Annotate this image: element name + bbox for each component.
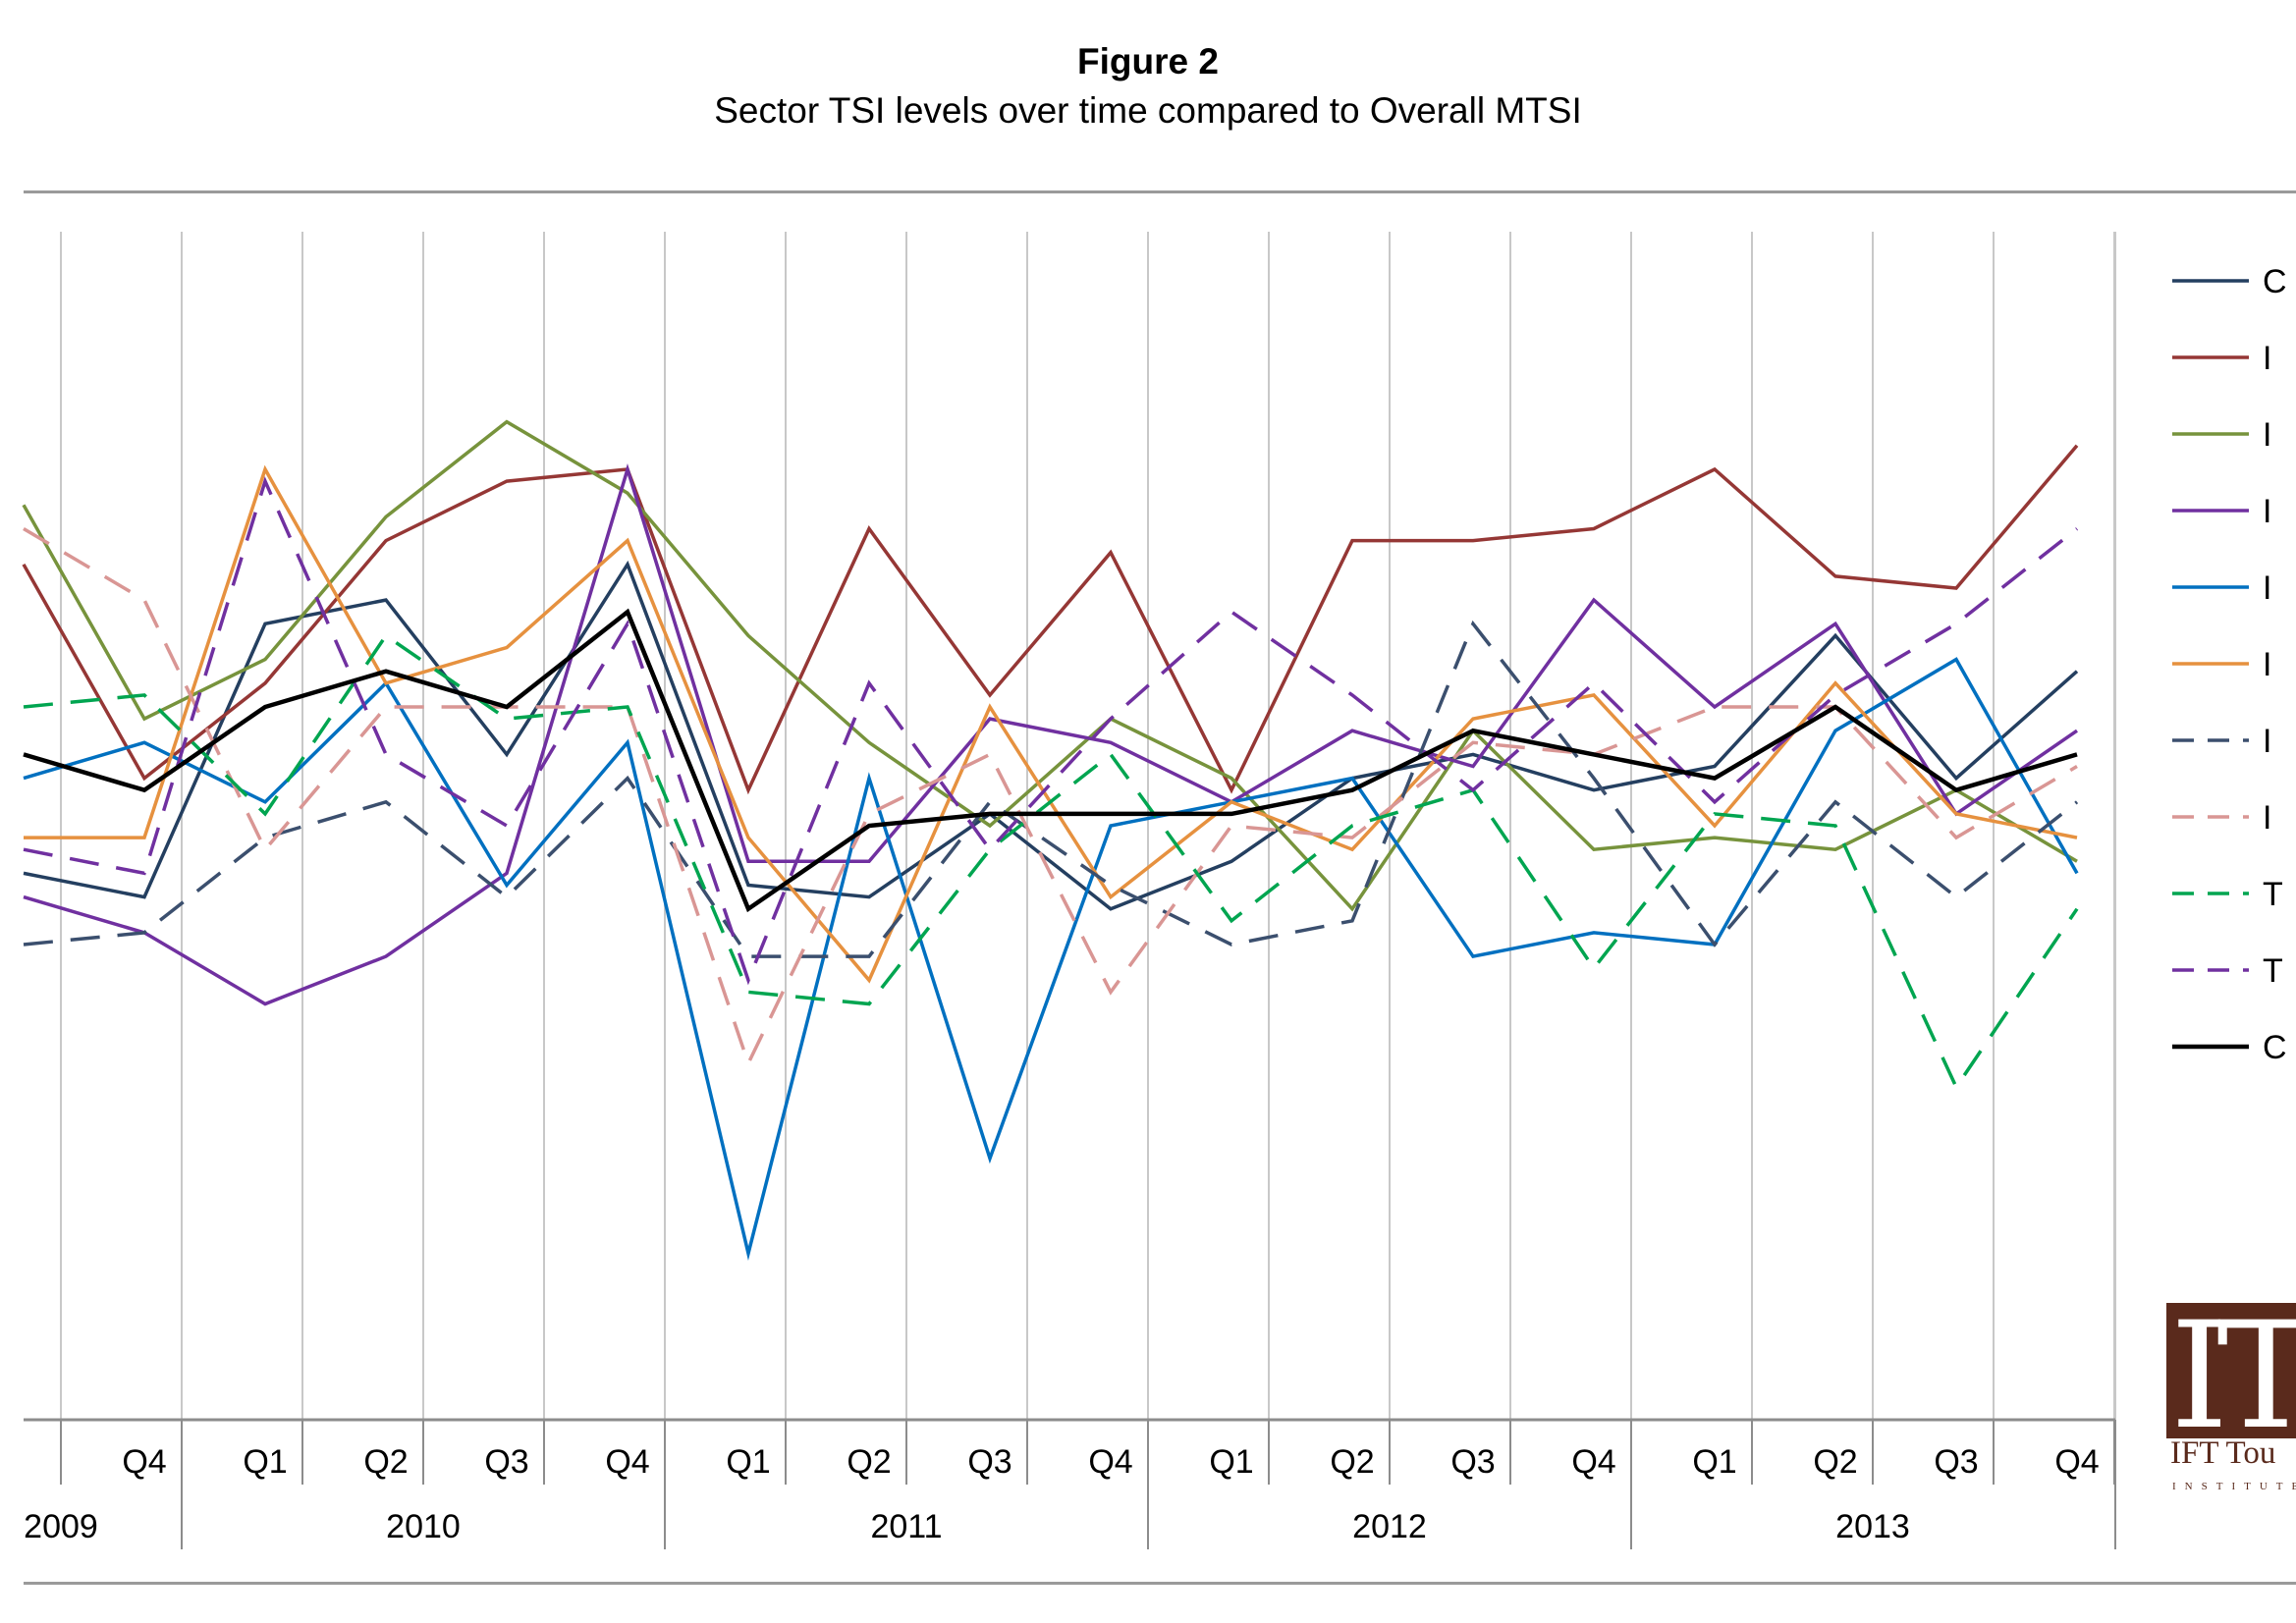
figure-title: Figure 2 (1077, 41, 1219, 81)
quarter-tick-label: Q1 (1209, 1443, 1253, 1481)
legend-label: I (2263, 723, 2271, 760)
figure-subtitle: Sector TSI levels over time compared to … (714, 90, 1582, 131)
quarter-tick-label: Q2 (363, 1443, 408, 1481)
series-line-9 (23, 632, 2079, 1091)
year-tick-label: 2011 (870, 1508, 942, 1545)
legend-label: C (2263, 263, 2287, 300)
quarter-tick-label: Q1 (243, 1443, 287, 1481)
quarter-tick-label: Q3 (967, 1443, 1011, 1481)
series-line-1 (23, 560, 2079, 911)
logo-tagline: INSTITUTE (2172, 1481, 2296, 1492)
year-tick-label: 2009 (24, 1508, 98, 1545)
series-line-10 (23, 476, 2079, 986)
series-line-3 (22, 419, 2078, 912)
quarter-tick-label: Q4 (1571, 1443, 1615, 1481)
legend-label: I (2263, 416, 2271, 454)
legend: C I I I I I I I T T C (2172, 263, 2287, 1066)
legend-label: C (2263, 1029, 2287, 1066)
quarter-tick-label: Q4 (2054, 1443, 2099, 1481)
quarter-tick-label: Q3 (1450, 1443, 1495, 1481)
quarter-tick-label: Q1 (726, 1443, 770, 1481)
top-divider (24, 190, 2296, 193)
quarter-tick-label: Q1 (1692, 1443, 1736, 1481)
year-tick-label: 2010 (386, 1508, 461, 1545)
year-tick-label: 2013 (1835, 1508, 1910, 1545)
quarter-tick-label: Q2 (1330, 1443, 1374, 1481)
logo-mark: IT (2170, 1303, 2296, 1438)
quarter-tick-label: Q4 (122, 1443, 166, 1481)
series-line-6 (24, 464, 2078, 984)
series-line-11 (23, 608, 2078, 913)
year-tick-label: 2012 (1352, 1508, 1427, 1545)
vertical-gridlines (60, 232, 2116, 1420)
series-line-4 (23, 462, 2078, 1006)
legend-label: T (2263, 952, 2283, 990)
legend-label: T (2263, 876, 2283, 913)
quarter-tick-label: Q2 (847, 1443, 891, 1481)
quarter-tick-label: Q4 (1088, 1443, 1132, 1481)
legend-label: I (2263, 646, 2271, 683)
series-line-7 (23, 620, 2079, 958)
quarter-tick-label: Q2 (1813, 1443, 1857, 1481)
quarter-tick-label: Q4 (605, 1443, 649, 1481)
ift-logo: IT (2166, 1303, 2296, 1438)
quarter-tick-label: Q3 (1934, 1443, 1978, 1481)
legend-label: I (2263, 569, 2271, 607)
series-line-2 (22, 444, 2079, 795)
series-line-5 (23, 657, 2079, 1261)
legend-label: I (2263, 340, 2271, 377)
series-lines (22, 419, 2079, 1261)
legend-label: I (2263, 493, 2271, 530)
logo-name: IFT Tou (2170, 1435, 2276, 1471)
legend-label: I (2263, 799, 2271, 837)
category-axis: Q4 Q1 Q2 Q3 Q4 Q1 Q2 Q3 Q4 Q1 Q2 Q3 Q4 Q1 Q2 Q3 Q4 2009 20… (24, 1418, 2116, 1549)
quarter-tick-label: Q3 (484, 1443, 528, 1481)
series-line-8 (23, 526, 2078, 1068)
bottom-divider (24, 1582, 2296, 1585)
